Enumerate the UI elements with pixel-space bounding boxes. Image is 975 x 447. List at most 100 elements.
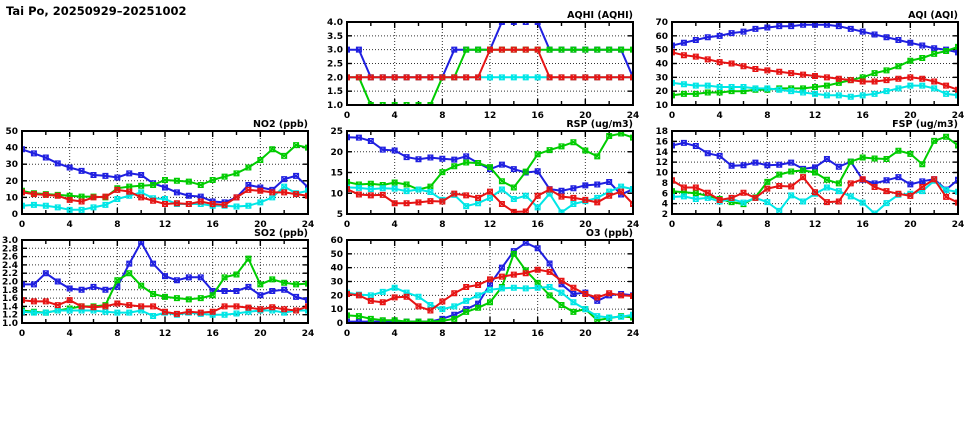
svg-text:20: 20 xyxy=(254,329,267,337)
plot-frame xyxy=(346,21,634,106)
svg-text:16: 16 xyxy=(856,111,869,119)
svg-text:3.0: 3.0 xyxy=(327,46,343,56)
svg-text:12: 12 xyxy=(655,158,668,168)
svg-text:24: 24 xyxy=(627,329,640,337)
svg-text:18: 18 xyxy=(655,127,668,137)
svg-text:16: 16 xyxy=(655,137,668,147)
svg-text:4: 4 xyxy=(392,220,398,228)
svg-text:0: 0 xyxy=(669,111,675,119)
svg-text:1.0: 1.0 xyxy=(2,319,18,329)
chart-title: NO2 (ppb) xyxy=(253,119,308,130)
series-red xyxy=(347,186,633,214)
svg-text:4: 4 xyxy=(67,220,73,228)
x-axis-labels: 0 4 8 12 16 20 24 xyxy=(344,111,639,121)
svg-text:40: 40 xyxy=(5,144,18,154)
svg-text:1.2: 1.2 xyxy=(2,311,18,321)
svg-text:10: 10 xyxy=(655,101,668,111)
svg-text:2.8: 2.8 xyxy=(2,244,18,254)
svg-text:3.0: 3.0 xyxy=(2,236,18,246)
svg-text:0: 0 xyxy=(12,210,18,220)
y-axis-labels: 5 10 15 20 25 xyxy=(330,127,343,220)
x-axis-labels: 0 4 8 12 16 20 24 xyxy=(669,111,965,121)
svg-text:16: 16 xyxy=(531,111,544,119)
svg-text:50: 50 xyxy=(330,250,343,260)
svg-text:1.4: 1.4 xyxy=(2,302,18,312)
plot-frame xyxy=(346,239,634,324)
page-title: Tai Po, 20250929–20251002 xyxy=(6,4,187,18)
axis-ticks xyxy=(346,21,634,106)
svg-text:4: 4 xyxy=(662,200,668,210)
y-axis-labels: 0 10 20 30 40 50 xyxy=(5,127,18,220)
svg-text:12: 12 xyxy=(484,329,497,337)
series-red xyxy=(672,49,958,93)
chart-title: FSP (ug/m3) xyxy=(892,119,958,130)
series-blue xyxy=(672,139,958,193)
x-axis-labels: 0 4 8 12 16 20 24 xyxy=(19,220,315,230)
chart-aqi: 10 20 30 40 50 60 70 0 4 8 12 16 20 24 AQI (AQI) xyxy=(641,5,971,121)
series-red xyxy=(347,266,633,314)
chart-svg: 1.0 1.5 2.0 2.5 3.0 3.5 4.0 0 4 8 12 16 20 24 AQHI (AQ… xyxy=(327,10,639,121)
svg-text:70: 70 xyxy=(655,18,668,28)
chart-title: AQHI (AQHI) xyxy=(567,10,633,21)
svg-text:15: 15 xyxy=(330,169,343,179)
svg-text:8: 8 xyxy=(114,329,120,337)
svg-text:0: 0 xyxy=(19,220,25,228)
svg-text:8: 8 xyxy=(439,111,445,119)
svg-text:2: 2 xyxy=(662,210,668,220)
svg-text:25: 25 xyxy=(330,127,343,137)
svg-text:30: 30 xyxy=(655,73,668,83)
svg-text:4: 4 xyxy=(392,329,398,337)
svg-text:10: 10 xyxy=(330,189,343,199)
svg-text:20: 20 xyxy=(579,220,592,228)
x-axis-labels: 0 4 8 12 16 20 24 xyxy=(19,329,314,339)
svg-text:0: 0 xyxy=(344,220,350,228)
chart-aqhi: 1.0 1.5 2.0 2.5 3.0 3.5 4.0 0 4 8 12 16 20 24 AQHI (AQ… xyxy=(316,5,646,121)
svg-text:10: 10 xyxy=(5,193,18,203)
svg-text:40: 40 xyxy=(330,264,343,274)
svg-text:1.0: 1.0 xyxy=(327,101,343,111)
svg-text:30: 30 xyxy=(330,278,343,288)
svg-text:24: 24 xyxy=(302,220,315,228)
svg-text:10: 10 xyxy=(330,305,343,315)
svg-text:12: 12 xyxy=(484,111,497,119)
series-cyan xyxy=(347,284,633,321)
svg-text:20: 20 xyxy=(254,220,267,228)
svg-text:12: 12 xyxy=(159,329,172,337)
svg-text:4: 4 xyxy=(67,329,73,337)
gridlines xyxy=(348,132,632,213)
plot-frame xyxy=(21,130,309,215)
svg-text:50: 50 xyxy=(655,46,668,56)
series-blue xyxy=(22,240,308,304)
svg-text:60: 60 xyxy=(330,236,343,246)
svg-text:0: 0 xyxy=(344,111,350,119)
series-green xyxy=(672,43,958,99)
svg-text:4: 4 xyxy=(717,220,723,228)
y-axis-labels: 0 10 20 30 40 50 60 xyxy=(330,236,343,329)
series-red xyxy=(22,297,308,317)
svg-text:6: 6 xyxy=(662,189,668,199)
svg-text:5: 5 xyxy=(337,210,343,220)
plot-frame xyxy=(21,239,309,324)
svg-text:16: 16 xyxy=(206,329,219,337)
chart-title: SO2 (ppb) xyxy=(254,228,308,239)
svg-text:2.0: 2.0 xyxy=(2,278,18,288)
chart-title: AQI (AQI) xyxy=(908,10,958,21)
svg-text:8: 8 xyxy=(114,220,120,228)
svg-text:24: 24 xyxy=(952,220,965,228)
svg-text:12: 12 xyxy=(809,111,822,119)
svg-text:10: 10 xyxy=(655,169,668,179)
svg-text:2.2: 2.2 xyxy=(2,269,18,279)
svg-text:0: 0 xyxy=(669,220,675,228)
svg-text:8: 8 xyxy=(662,179,668,189)
series-red xyxy=(22,186,308,208)
svg-text:20: 20 xyxy=(579,329,592,337)
svg-text:24: 24 xyxy=(952,111,965,119)
svg-text:1.6: 1.6 xyxy=(2,294,18,304)
svg-text:2.5: 2.5 xyxy=(327,60,343,70)
svg-text:4: 4 xyxy=(392,111,398,119)
svg-text:8: 8 xyxy=(764,220,770,228)
svg-text:20: 20 xyxy=(330,291,343,301)
svg-text:14: 14 xyxy=(655,148,668,158)
